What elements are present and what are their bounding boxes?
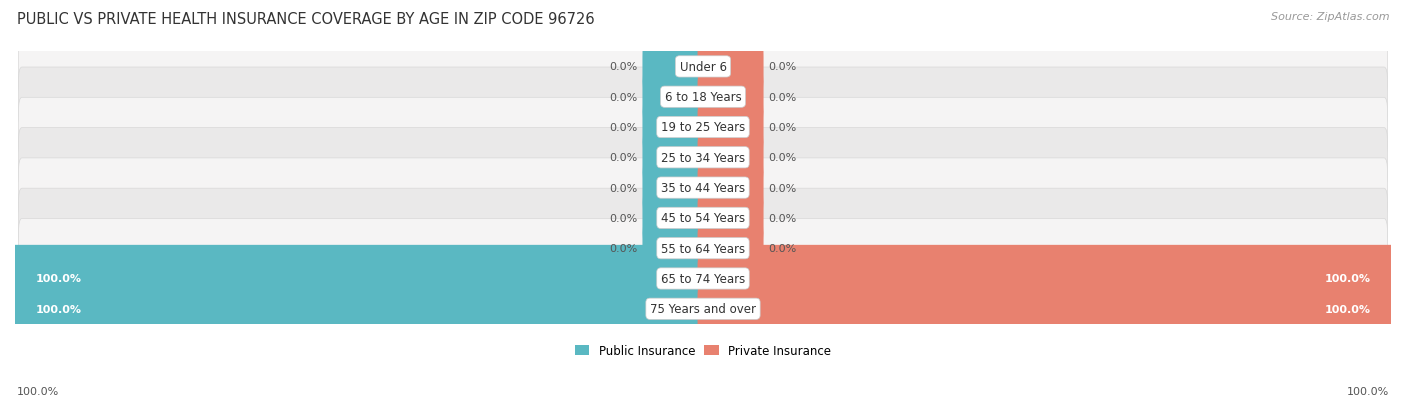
Text: 100.0%: 100.0%	[17, 387, 59, 396]
FancyBboxPatch shape	[18, 38, 1388, 97]
FancyBboxPatch shape	[18, 249, 1388, 309]
FancyBboxPatch shape	[18, 280, 1388, 339]
Text: 0.0%: 0.0%	[609, 244, 638, 254]
FancyBboxPatch shape	[10, 245, 709, 312]
Text: 25 to 34 Years: 25 to 34 Years	[661, 152, 745, 164]
FancyBboxPatch shape	[643, 94, 709, 161]
Text: 100.0%: 100.0%	[1347, 387, 1389, 396]
Text: 35 to 44 Years: 35 to 44 Years	[661, 182, 745, 195]
FancyBboxPatch shape	[643, 64, 709, 131]
FancyBboxPatch shape	[643, 185, 709, 252]
Text: 45 to 54 Years: 45 to 54 Years	[661, 212, 745, 225]
FancyBboxPatch shape	[10, 275, 709, 342]
Text: Under 6: Under 6	[679, 61, 727, 74]
FancyBboxPatch shape	[643, 34, 709, 101]
Text: 100.0%: 100.0%	[35, 304, 82, 314]
FancyBboxPatch shape	[643, 124, 709, 192]
FancyBboxPatch shape	[18, 128, 1388, 188]
Text: 0.0%: 0.0%	[768, 93, 797, 102]
Text: 0.0%: 0.0%	[768, 244, 797, 254]
FancyBboxPatch shape	[18, 98, 1388, 157]
Text: 0.0%: 0.0%	[768, 214, 797, 223]
Text: PUBLIC VS PRIVATE HEALTH INSURANCE COVERAGE BY AGE IN ZIP CODE 96726: PUBLIC VS PRIVATE HEALTH INSURANCE COVER…	[17, 12, 595, 27]
Text: 0.0%: 0.0%	[609, 123, 638, 133]
Text: 0.0%: 0.0%	[768, 153, 797, 163]
FancyBboxPatch shape	[18, 68, 1388, 127]
FancyBboxPatch shape	[18, 219, 1388, 278]
FancyBboxPatch shape	[697, 94, 763, 161]
FancyBboxPatch shape	[697, 245, 1396, 312]
FancyBboxPatch shape	[18, 189, 1388, 248]
FancyBboxPatch shape	[697, 34, 763, 101]
Text: 0.0%: 0.0%	[768, 123, 797, 133]
Text: 100.0%: 100.0%	[1324, 274, 1371, 284]
FancyBboxPatch shape	[697, 215, 763, 282]
FancyBboxPatch shape	[697, 185, 763, 252]
FancyBboxPatch shape	[697, 64, 763, 131]
Text: 75 Years and over: 75 Years and over	[650, 303, 756, 316]
Text: 0.0%: 0.0%	[609, 214, 638, 223]
Text: 0.0%: 0.0%	[609, 62, 638, 72]
Text: 6 to 18 Years: 6 to 18 Years	[665, 91, 741, 104]
FancyBboxPatch shape	[697, 124, 763, 192]
Text: 100.0%: 100.0%	[1324, 304, 1371, 314]
FancyBboxPatch shape	[697, 275, 1396, 342]
FancyBboxPatch shape	[643, 154, 709, 222]
Text: 0.0%: 0.0%	[609, 93, 638, 102]
Legend: Public Insurance, Private Insurance: Public Insurance, Private Insurance	[571, 339, 835, 362]
Text: 0.0%: 0.0%	[609, 183, 638, 193]
Text: 0.0%: 0.0%	[768, 183, 797, 193]
Text: 19 to 25 Years: 19 to 25 Years	[661, 121, 745, 134]
FancyBboxPatch shape	[643, 215, 709, 282]
Text: 65 to 74 Years: 65 to 74 Years	[661, 272, 745, 285]
Text: 55 to 64 Years: 55 to 64 Years	[661, 242, 745, 255]
Text: 0.0%: 0.0%	[609, 153, 638, 163]
Text: Source: ZipAtlas.com: Source: ZipAtlas.com	[1271, 12, 1389, 22]
FancyBboxPatch shape	[697, 154, 763, 222]
Text: 100.0%: 100.0%	[35, 274, 82, 284]
Text: 0.0%: 0.0%	[768, 62, 797, 72]
FancyBboxPatch shape	[18, 159, 1388, 218]
